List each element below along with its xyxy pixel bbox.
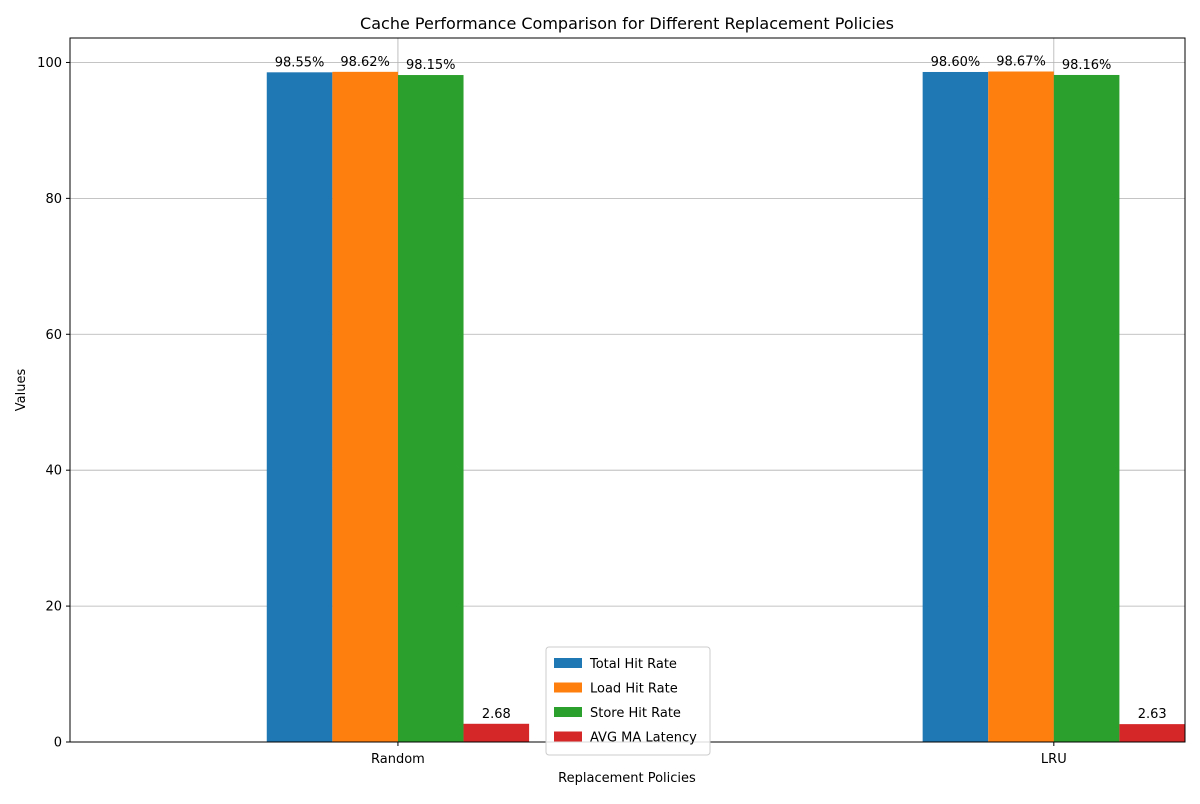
bar	[332, 71, 398, 742]
bar-data-label: 98.67%	[996, 55, 1046, 70]
legend-swatch	[554, 658, 582, 668]
x-tick-label: Random	[371, 752, 425, 767]
y-tick-label: 100	[37, 56, 62, 71]
legend-label: Store Hit Rate	[590, 706, 681, 721]
legend-label: Total Hit Rate	[589, 657, 677, 672]
y-tick-label: 0	[54, 736, 62, 751]
x-axis-label: Replacement Policies	[558, 771, 696, 786]
bar-data-label: 98.60%	[931, 55, 981, 70]
chart-title: Cache Performance Comparison for Differe…	[360, 14, 894, 33]
bar-data-label: 2.63	[1138, 707, 1167, 722]
bar	[463, 723, 530, 742]
y-tick-label: 60	[45, 328, 62, 343]
y-tick-label: 40	[45, 464, 62, 479]
x-tick-label: LRU	[1041, 752, 1067, 767]
bar-data-label: 98.55%	[275, 55, 325, 70]
bar	[397, 75, 464, 743]
bar	[266, 72, 333, 743]
bar	[1053, 74, 1120, 742]
bar	[1119, 724, 1185, 742]
bar-data-label: 98.16%	[1062, 58, 1112, 73]
bar	[988, 71, 1054, 742]
legend-swatch	[554, 707, 582, 717]
legend-swatch	[554, 682, 582, 693]
legend-frame	[545, 646, 711, 756]
y-tick-label: 80	[45, 192, 62, 207]
legend-label: AVG MA Latency	[590, 731, 697, 746]
bar-data-label: 98.62%	[340, 55, 390, 70]
legend-label: Load Hit Rate	[590, 682, 678, 697]
bar	[922, 71, 989, 743]
legend-swatch	[554, 731, 582, 742]
bar-data-label: 2.68	[482, 707, 511, 722]
y-axis-label: Values	[14, 369, 29, 412]
y-tick-label: 20	[45, 600, 62, 615]
legend: Total Hit Rate Load Hit Rate Store Hit Rat…	[545, 646, 711, 756]
bar-data-label: 98.15%	[406, 58, 456, 73]
